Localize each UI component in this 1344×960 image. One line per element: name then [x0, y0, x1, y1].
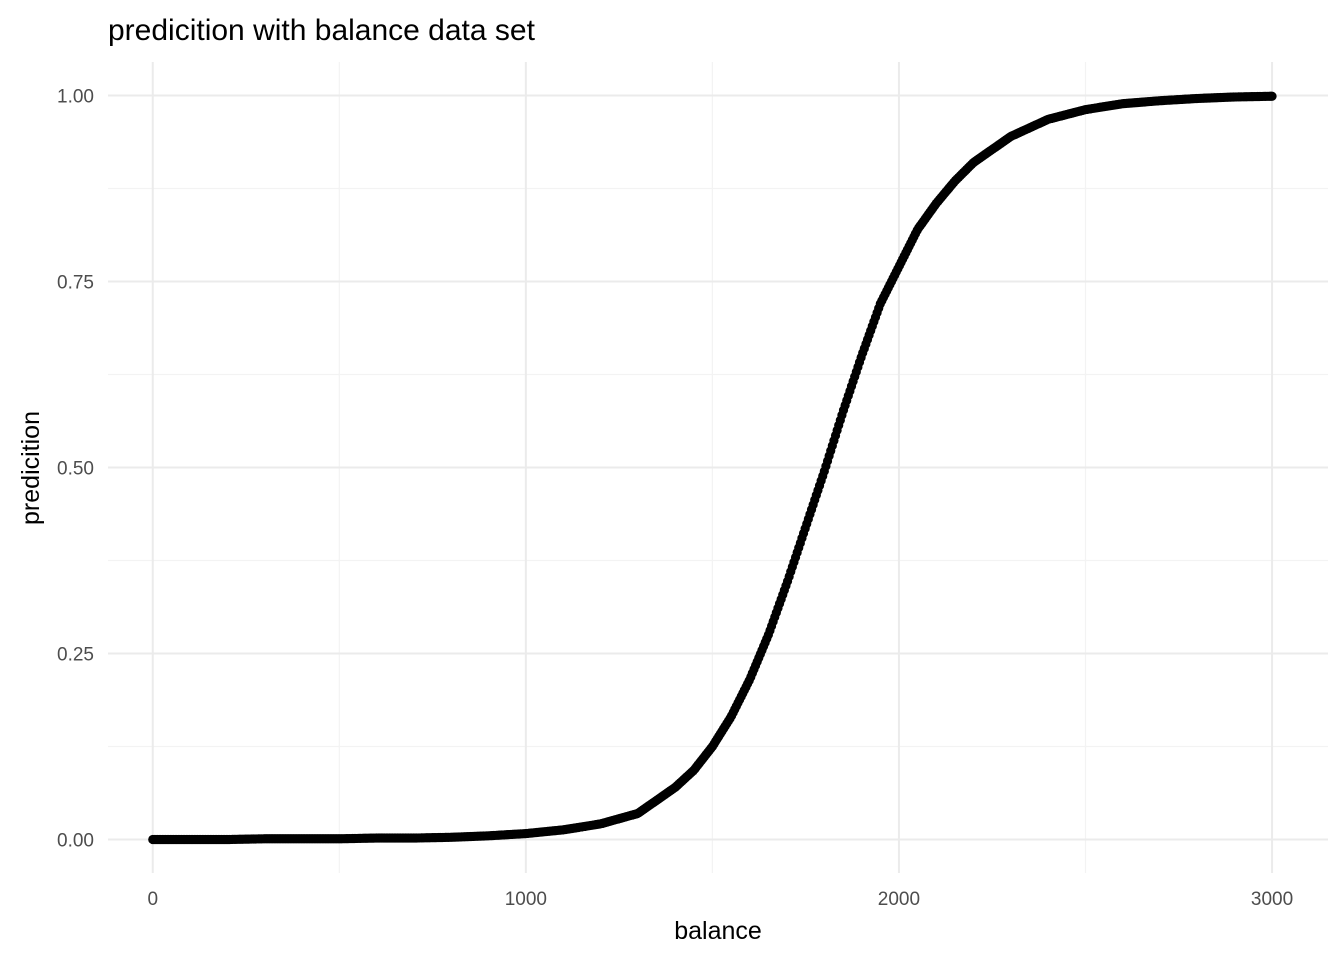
major-gridlines — [108, 62, 1328, 873]
data-points — [148, 91, 1277, 845]
x-axis-title: balance — [674, 917, 762, 945]
data-point — [1267, 91, 1277, 101]
x-tick-label: 2000 — [878, 889, 920, 910]
minor-gridlines — [108, 62, 1328, 873]
y-tick-label: 1.00 — [57, 86, 94, 107]
chart-title: predicition with balance data set — [108, 14, 536, 47]
y-axis-ticks: 0.00 0.25 0.50 0.75 1.00 — [57, 86, 94, 851]
y-tick-label: 0.00 — [57, 831, 94, 852]
x-tick-label: 3000 — [1251, 889, 1293, 910]
y-tick-label: 0.50 — [57, 459, 94, 480]
x-tick-label: 0 — [147, 889, 158, 910]
y-tick-label: 0.75 — [57, 272, 94, 293]
y-tick-label: 0.25 — [57, 645, 94, 666]
y-axis-title: predicition — [17, 411, 45, 525]
x-tick-label: 1000 — [505, 889, 547, 910]
x-axis-ticks: 0 1000 2000 3000 — [147, 889, 1293, 910]
